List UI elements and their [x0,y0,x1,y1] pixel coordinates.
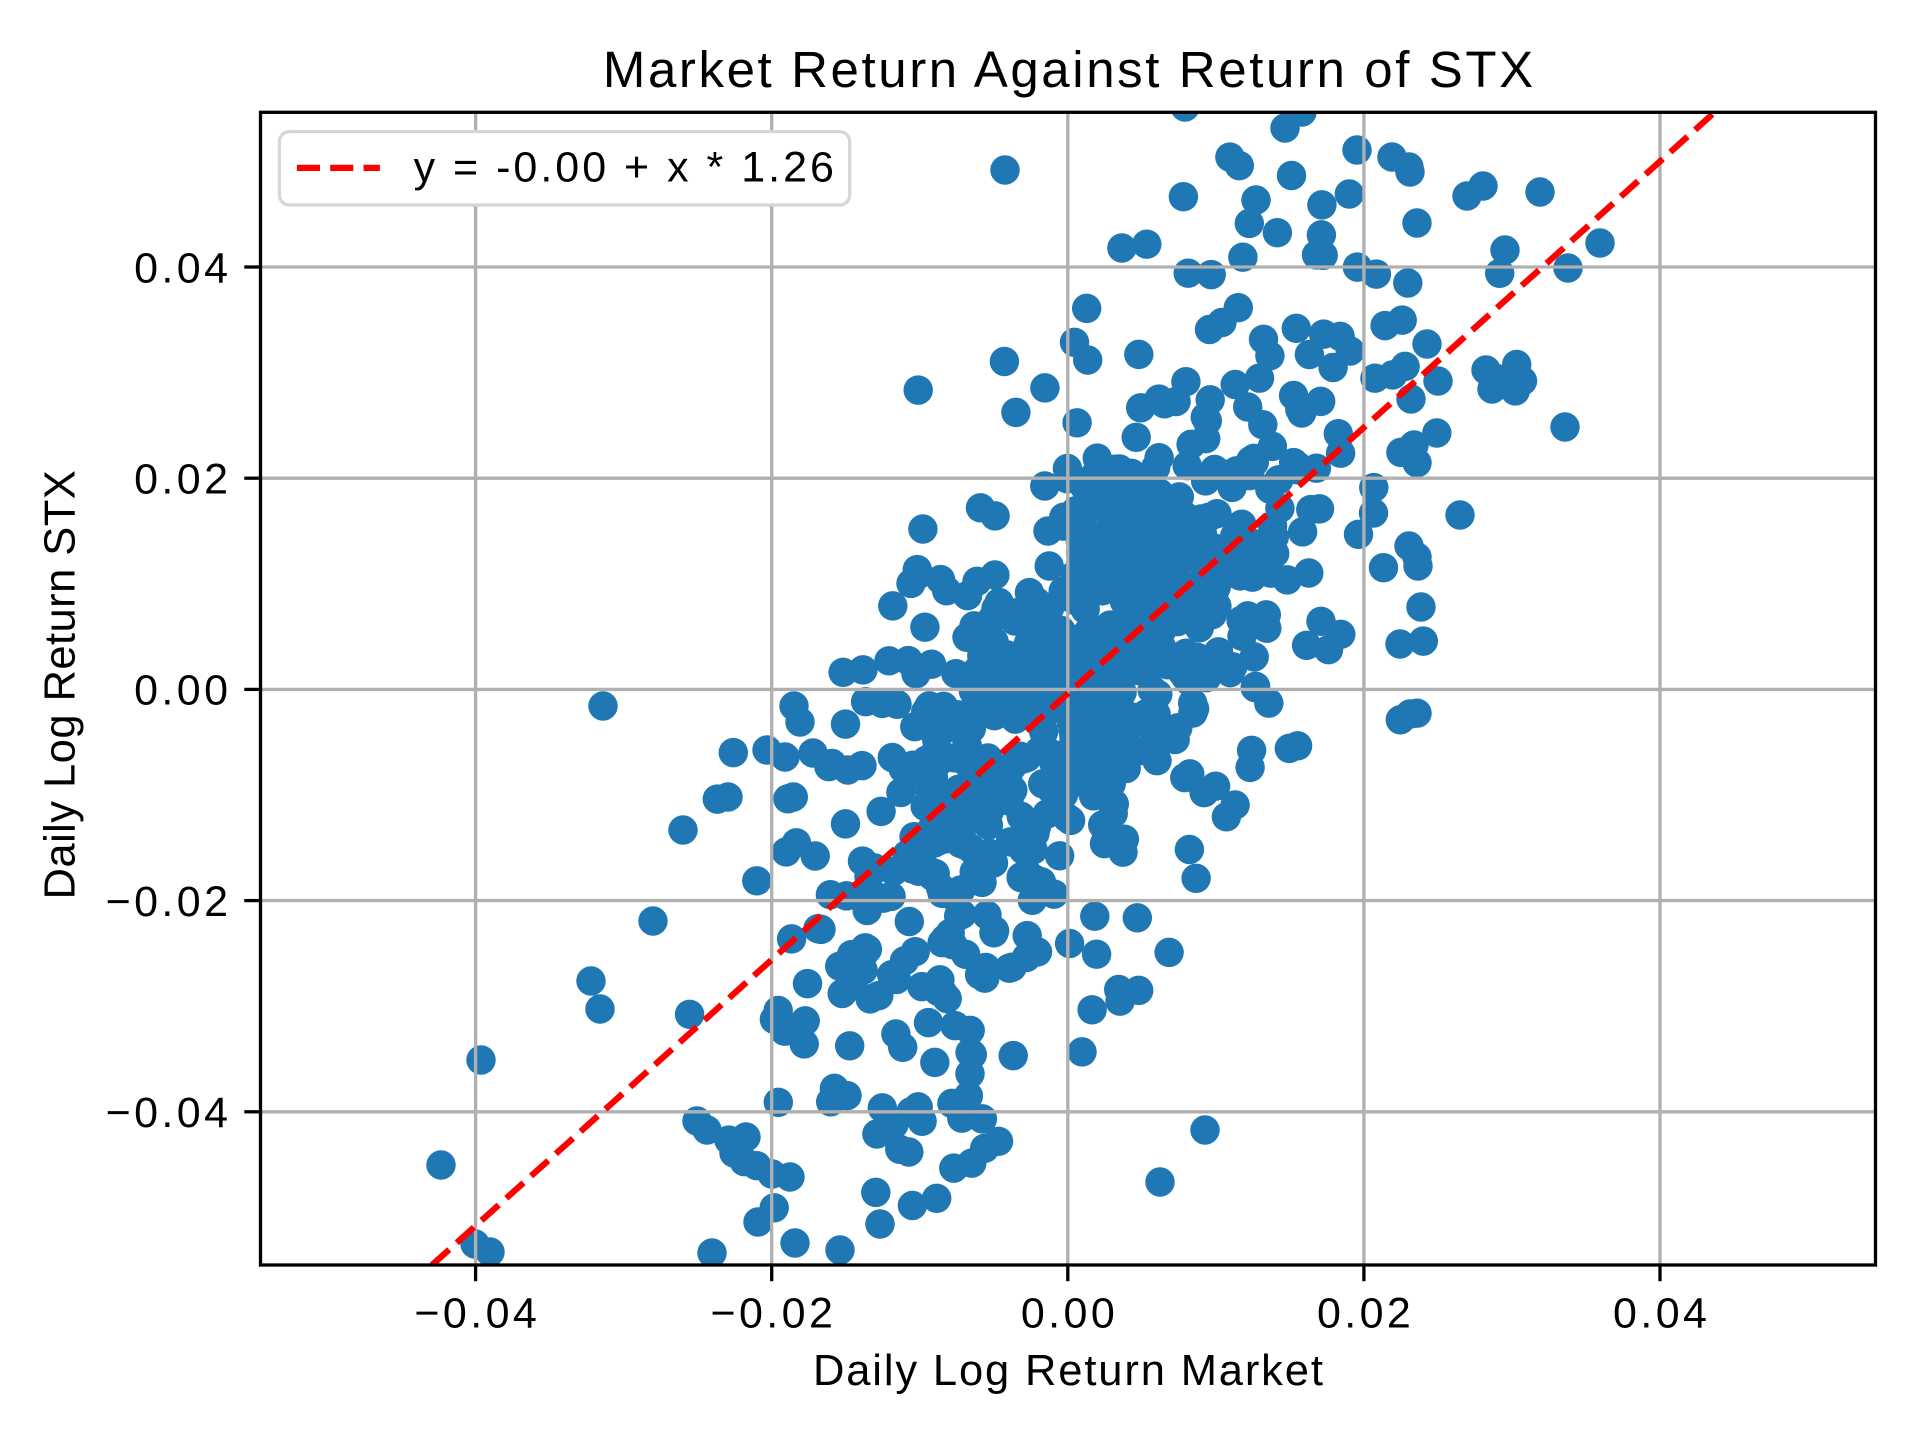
svg-text:y = -0.00 + x * 1.26: y = -0.00 + x * 1.26 [414,144,837,192]
svg-text:0.00: 0.00 [134,667,231,715]
svg-text:Daily Log Return Market: Daily Log Return Market [813,1347,1325,1395]
svg-text:−0.04: −0.04 [414,1290,540,1338]
svg-text:−0.04: −0.04 [106,1089,232,1137]
svg-text:0.04: 0.04 [134,244,231,292]
svg-text:Market Return Against Return o: Market Return Against Return of STX [603,41,1536,98]
svg-text:0.00: 0.00 [1021,1290,1118,1338]
svg-text:−0.02: −0.02 [710,1290,836,1338]
svg-text:0.04: 0.04 [1613,1290,1710,1338]
svg-text:−0.02: −0.02 [106,878,232,926]
svg-text:0.02: 0.02 [1317,1290,1414,1338]
svg-text:Daily Log Return STX: Daily Log Return STX [36,470,84,900]
svg-text:0.02: 0.02 [134,456,231,504]
